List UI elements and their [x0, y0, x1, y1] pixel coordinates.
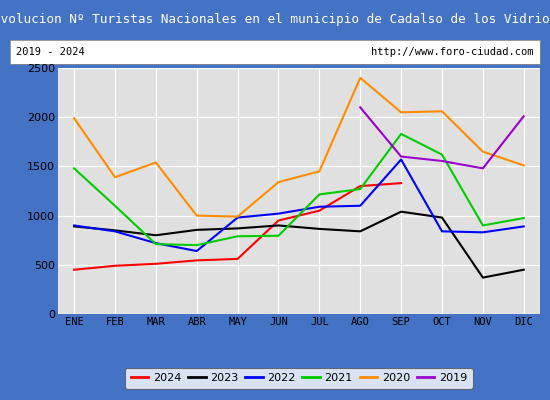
- Text: Evolucion Nº Turistas Nacionales en el municipio de Cadalso de los Vidrios: Evolucion Nº Turistas Nacionales en el m…: [0, 12, 550, 26]
- Legend: 2024, 2023, 2022, 2021, 2020, 2019: 2024, 2023, 2022, 2021, 2020, 2019: [125, 368, 472, 389]
- Text: 2019 - 2024: 2019 - 2024: [16, 47, 85, 57]
- Text: http://www.foro-ciudad.com: http://www.foro-ciudad.com: [371, 47, 534, 57]
